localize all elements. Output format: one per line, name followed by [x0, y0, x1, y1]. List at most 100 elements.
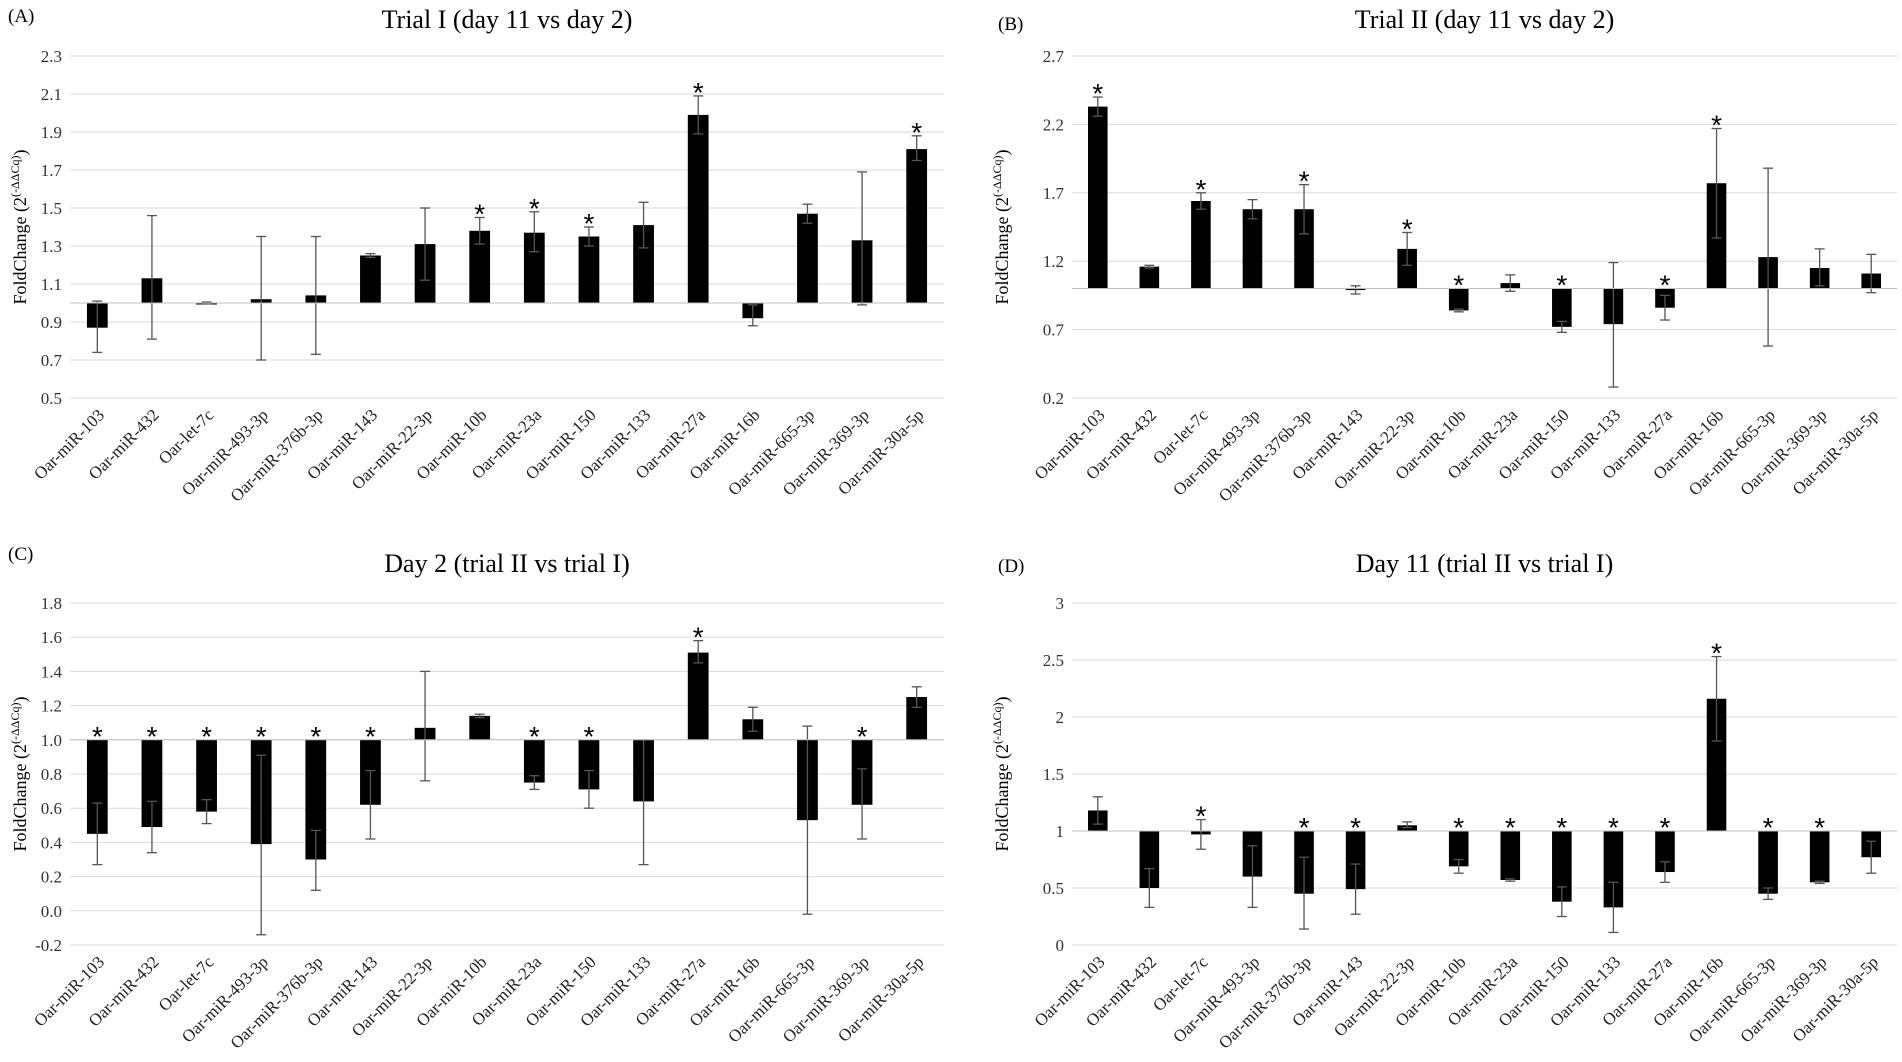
- significance-star: *: [1092, 78, 1103, 109]
- bar: [1139, 266, 1160, 289]
- bar: [469, 715, 491, 740]
- significance-star: *: [1402, 213, 1413, 244]
- y-tick-label: 2.3: [41, 47, 62, 66]
- category-label: Oar-miR-376b-3p: [227, 952, 327, 1052]
- significance-star: *: [529, 193, 540, 224]
- y-tick-label: 0.4: [41, 833, 63, 852]
- chart-title: Day 11 (trial II vs trial I): [1356, 549, 1614, 578]
- chart-title: Day 2 (trial II vs trial I): [384, 549, 629, 578]
- chart-panel-2: (B) Trial II (day 11 vs day 2) 0.2 0.7 1.2 1.…: [990, 5, 1897, 505]
- bar: [1552, 831, 1572, 902]
- significance-star: *: [1505, 812, 1516, 843]
- significance-star: *: [1453, 812, 1464, 843]
- category-label: Oar-miR-376b-3p: [1215, 952, 1315, 1052]
- category-label: Oar-miR-376b-3p: [1215, 405, 1315, 505]
- y-tick-label: 1.9: [41, 123, 62, 142]
- bar: [469, 230, 491, 303]
- significance-star: *: [583, 208, 594, 239]
- significance-star: *: [911, 117, 922, 148]
- significance-star: *: [474, 199, 485, 230]
- bar: [305, 739, 327, 860]
- bar: [1552, 288, 1572, 327]
- bar: [1448, 831, 1469, 867]
- bar: [578, 739, 600, 790]
- panel-label: (C): [8, 544, 33, 565]
- significance-star: *: [310, 721, 321, 752]
- bar: [1500, 831, 1521, 881]
- bar: [1706, 698, 1727, 831]
- y-tick-label: 2.2: [1043, 115, 1064, 134]
- bar: [1242, 209, 1263, 289]
- bar: [1448, 288, 1469, 311]
- significance-star: *: [1556, 270, 1567, 301]
- bar: [578, 236, 600, 303]
- significance-star: *: [1660, 812, 1671, 843]
- y-tick-label: 2.5: [1043, 651, 1064, 670]
- y-tick-label: 1.6: [41, 628, 62, 647]
- significance-star: *: [256, 721, 267, 752]
- y-tick-label: 1.4: [41, 662, 63, 681]
- significance-star: *: [201, 721, 212, 752]
- y-tick-label: 1.7: [1043, 184, 1065, 203]
- y-tick-label: 1.0: [41, 731, 62, 750]
- y-axis-label: FoldChange (2(-ΔΔCq)): [8, 150, 31, 305]
- significance-star: *: [365, 721, 376, 752]
- y-tick-label: 0.2: [1043, 389, 1064, 408]
- bar: [523, 739, 545, 783]
- bar: [196, 739, 217, 812]
- bar: [1758, 831, 1778, 894]
- bar: [633, 225, 654, 303]
- significance-star: *: [1711, 110, 1722, 141]
- bar: [141, 739, 163, 828]
- bar: [687, 114, 709, 304]
- y-tick-label: 1.2: [41, 697, 62, 716]
- bar: [1087, 106, 1108, 289]
- y-axis-label: FoldChange (2(-ΔΔCq)): [8, 697, 31, 852]
- significance-star: *: [1195, 801, 1206, 832]
- panel-label: (A): [8, 6, 34, 27]
- significance-star: *: [857, 721, 868, 752]
- bar: [906, 697, 928, 740]
- y-axis-label: FoldChange (2(-ΔΔCq)): [990, 697, 1013, 852]
- bar: [797, 213, 818, 303]
- bar: [360, 255, 381, 303]
- y-tick-label: 0.5: [1043, 879, 1064, 898]
- bar: [1345, 831, 1366, 890]
- y-tick-label: 1.3: [41, 237, 62, 256]
- chart-panel-3: (C) Day 2 (trial II vs trial I) -0.2 0.0 0.2…: [8, 544, 944, 1052]
- y-tick-label: 0.7: [41, 351, 63, 370]
- chart-title: Trial I (day 11 vs day 2): [382, 5, 633, 34]
- bar: [1294, 209, 1314, 289]
- category-label: Oar-miR-376b-3p: [227, 405, 327, 505]
- y-tick-label: 0: [1056, 936, 1065, 955]
- bar: [1191, 201, 1211, 289]
- y-tick-label: 1: [1056, 822, 1065, 841]
- bar: [1397, 248, 1417, 289]
- chart-title: Trial II (day 11 vs day 2): [1355, 5, 1614, 34]
- bar: [906, 149, 928, 303]
- y-tick-label: 0.2: [41, 868, 62, 887]
- significance-star: *: [1195, 174, 1206, 205]
- panel-label: (D): [998, 556, 1024, 577]
- significance-star: *: [583, 721, 594, 752]
- y-tick-label: 1.5: [1043, 765, 1064, 784]
- significance-star: *: [1299, 812, 1310, 843]
- chart-panel-4: (D) Day 11 (trial II vs trial I) 0 0.5 1 1.5 2…: [990, 549, 1897, 1052]
- significance-star: *: [693, 622, 704, 653]
- significance-star: *: [693, 77, 704, 108]
- bar: [86, 739, 108, 834]
- y-tick-label: 0.5: [41, 389, 62, 408]
- significance-star: *: [146, 721, 157, 752]
- y-tick-label: 1.1: [41, 275, 62, 294]
- y-tick-label: 0.9: [41, 313, 62, 332]
- significance-star: *: [1814, 812, 1825, 843]
- bar: [687, 652, 709, 740]
- chart-panel-1: (A) Trial I (day 11 vs day 2) 0.5 0.7 0.9 1.1…: [8, 5, 944, 505]
- bar: [523, 232, 545, 303]
- y-tick-label: 0.6: [41, 799, 62, 818]
- y-tick-label: 1.7: [41, 161, 63, 180]
- y-tick-label: 2.1: [41, 85, 62, 104]
- significance-star: *: [1711, 638, 1722, 669]
- y-tick-label: 0.8: [41, 765, 62, 784]
- significance-star: *: [1556, 812, 1567, 843]
